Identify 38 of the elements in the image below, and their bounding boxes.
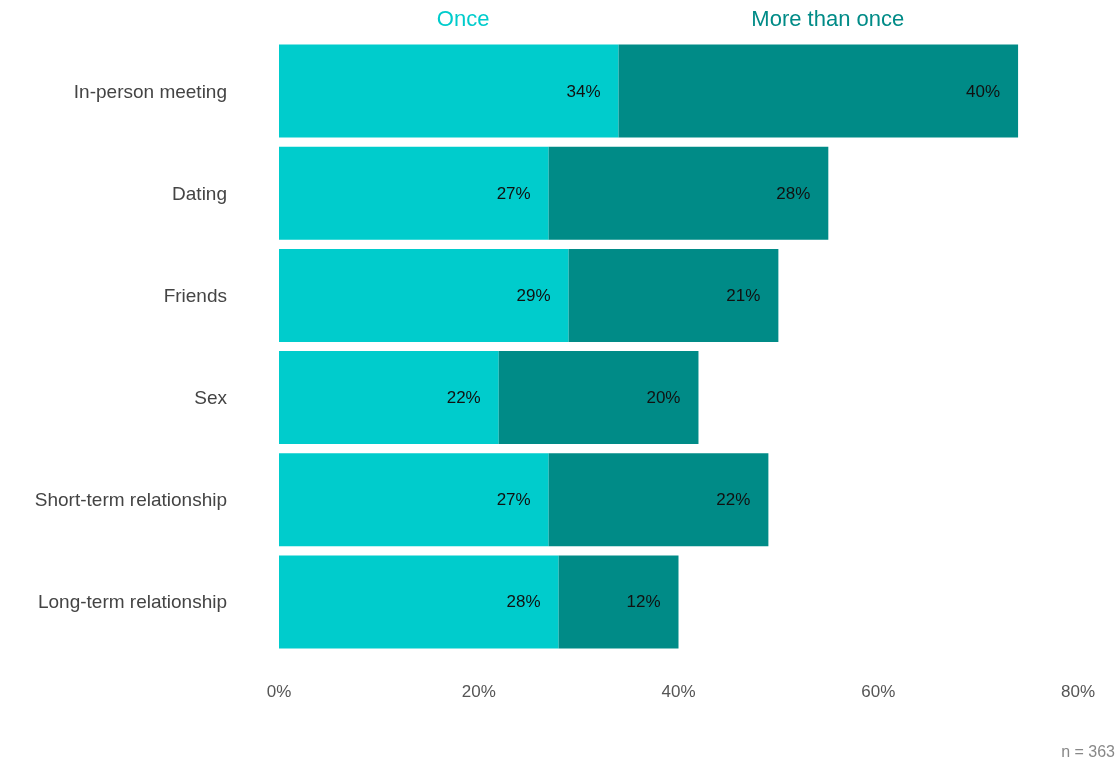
data-label: 29% — [516, 285, 551, 305]
y-tick-label: Dating — [172, 182, 227, 204]
bar — [618, 44, 1019, 138]
bar — [279, 555, 559, 649]
bar — [568, 248, 779, 342]
bar — [279, 453, 549, 547]
data-label: 12% — [626, 592, 661, 612]
x-tick-label: 80% — [1060, 682, 1096, 701]
y-tick-label: Friends — [163, 284, 227, 306]
bar — [279, 351, 499, 445]
bar — [279, 146, 549, 240]
data-label: 28% — [776, 183, 811, 203]
bar — [548, 453, 769, 547]
data-label: 20% — [646, 388, 681, 408]
series-label: Once — [436, 5, 490, 31]
data-label: 27% — [496, 490, 531, 510]
data-label: 22% — [446, 388, 481, 408]
x-tick-label: 0% — [266, 682, 292, 701]
y-tick-label: Long-term relationship — [37, 591, 227, 613]
data-label: 28% — [506, 592, 541, 612]
y-tick-label: In-person meeting — [73, 80, 227, 102]
y-tick-label: Short-term relationship — [34, 489, 227, 511]
x-tick-label: 40% — [661, 682, 696, 701]
x-tick-label: 60% — [861, 682, 896, 701]
series-label: More than once — [751, 5, 905, 31]
data-label: 22% — [716, 490, 751, 510]
bar — [558, 555, 679, 649]
text: n = 363 — [1061, 742, 1116, 760]
bar — [548, 146, 829, 240]
data-label: 34% — [566, 81, 601, 101]
y-tick-label: Sex — [194, 387, 228, 409]
bar — [279, 44, 619, 138]
data-label: 21% — [726, 285, 761, 305]
x-tick-label: 20% — [461, 682, 496, 701]
data-label: 27% — [496, 183, 531, 203]
bar — [498, 351, 699, 445]
bar — [279, 248, 569, 342]
data-label: 40% — [966, 81, 1001, 101]
